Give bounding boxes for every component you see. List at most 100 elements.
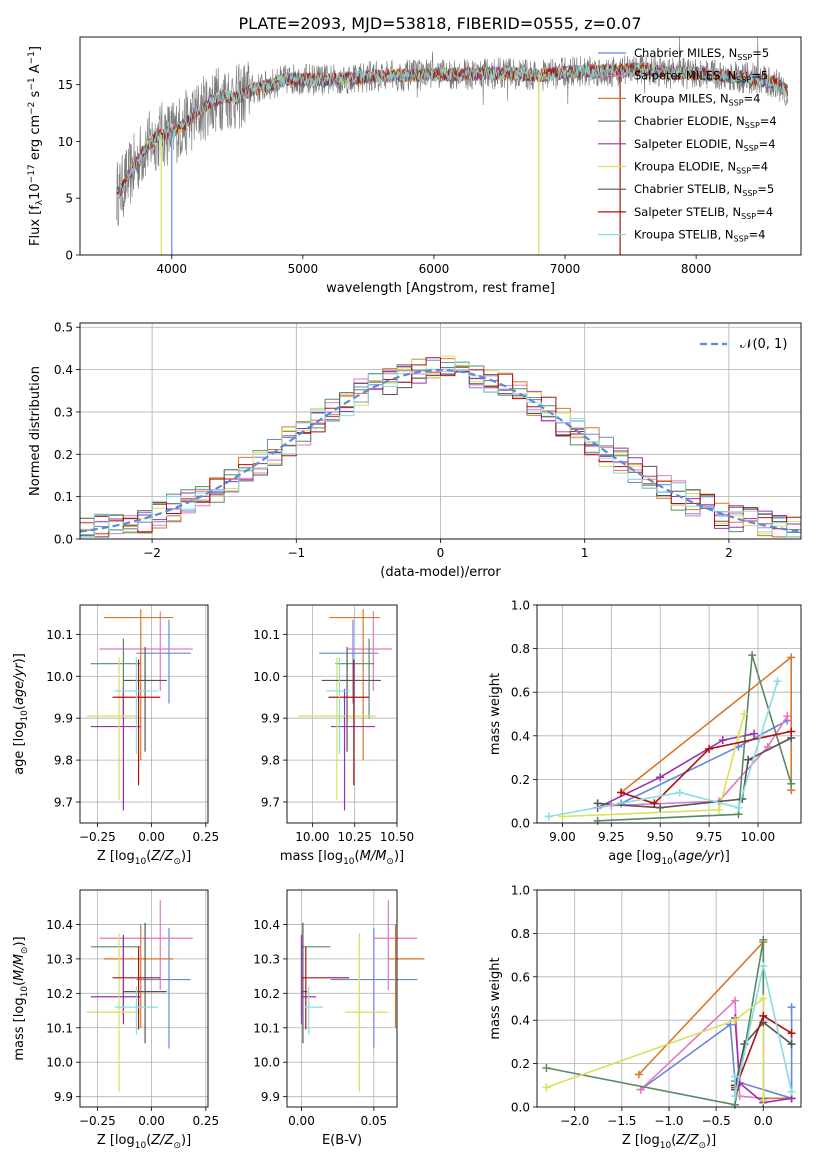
legend-entry: 𝒩(0, 1) <box>740 337 787 352</box>
data-point <box>787 1040 796 1049</box>
spectrum-series <box>116 37 789 255</box>
y-tick-label: 0.2 <box>54 448 73 462</box>
x-tick-label: −0.25 <box>79 830 116 844</box>
y-tick-label: 10.1 <box>253 1021 280 1035</box>
age-vs-mass-axes <box>287 605 398 823</box>
y-tick-label: 10.1 <box>253 628 280 642</box>
series-line-8 <box>548 681 779 818</box>
data-point <box>731 1092 739 1101</box>
x-tick-label: 10.25 <box>338 830 372 844</box>
x-tick-label: −2 <box>143 546 161 560</box>
x-tick-label: 7000 <box>550 262 581 276</box>
legend-entry: Salpeter ELODIE, NSSP=4 <box>634 137 776 153</box>
data-spectrum-line <box>116 37 788 226</box>
x-tick-label: −0.25 <box>79 1114 116 1128</box>
data-point <box>750 729 759 738</box>
legend-entry: Kroupa ELODIE, NSSP=4 <box>634 160 768 176</box>
residuals-y-axis-label: Normed distribution <box>28 366 43 496</box>
x-tick-label: 1 <box>581 546 589 560</box>
series-line-6 <box>734 1021 793 1088</box>
y-tick-label: 10.3 <box>253 952 280 966</box>
series-line-1 <box>611 715 788 807</box>
data-point <box>740 710 749 718</box>
y-tick-label: 0.0 <box>54 533 73 547</box>
x-tick-label: 0.0 <box>754 1114 773 1128</box>
data-point <box>731 1100 739 1109</box>
residuals-frame <box>79 322 802 540</box>
x-tick-label: −2.0 <box>560 1114 589 1128</box>
x-tick-label: 6000 <box>419 262 450 276</box>
spectrum-ticks: 4000 5000 6000 7000 8000 0 5 10 15 <box>58 78 712 276</box>
x-tick-label: 10.00 <box>741 830 775 844</box>
y-tick-label: 0.4 <box>511 729 530 743</box>
age-vs-z-x-axis-label: Z [log10(Z/Z⊙)] <box>97 849 191 867</box>
age-vs-mass-ticks: 10.00 10.25 10.50 9.7 9.8 9.9 10.0 10.1 <box>253 628 414 844</box>
y-tick-label: 5 <box>65 192 73 206</box>
residuals-x-axis-label: (data-model)/error <box>380 565 501 580</box>
data-point <box>787 1029 796 1038</box>
mass-vs-z-axes <box>80 890 208 1107</box>
data-point <box>544 812 553 821</box>
y-tick-label: 10.4 <box>253 918 280 932</box>
data-point <box>714 805 723 814</box>
data-point <box>759 1011 768 1020</box>
data-point <box>787 1087 796 1096</box>
mass-weight-vs-age-series <box>544 651 796 825</box>
series-line-7 <box>620 730 792 805</box>
data-point <box>773 677 782 686</box>
data-point <box>542 1063 551 1072</box>
mass-weight-vs-age-y-axis-label: mass weight <box>488 673 503 755</box>
legend-entry: Chabrier MILES, NSSP=5 <box>634 46 769 62</box>
mass-vs-ebv-ticks: 0.00 0.05 9.9 10.0 10.1 10.2 10.3 10.4 <box>253 918 387 1128</box>
mass-vs-z-errorbars <box>86 900 193 1092</box>
data-point <box>718 736 727 745</box>
mass-weight-vs-age-frame <box>536 604 802 824</box>
y-tick-label: 9.8 <box>261 754 280 768</box>
x-tick-label: 0.00 <box>138 1114 165 1128</box>
mass-weight-vs-z-frame <box>536 889 802 1108</box>
data-point <box>542 1083 551 1092</box>
y-tick-label: 0.2 <box>511 1057 530 1071</box>
legend-entry: Chabrier ELODIE, NSSP=4 <box>634 114 777 130</box>
y-tick-label: 1.0 <box>511 884 530 898</box>
y-tick-label: 10.0 <box>46 1056 73 1070</box>
mass-weight-vs-z-y-axis-label: mass weight <box>488 957 503 1039</box>
y-tick-label: 10.1 <box>46 628 73 642</box>
normal-curve <box>79 368 802 533</box>
mass-vs-z-y-axis-label: mass [log10(M/M⊙)] <box>12 936 30 1060</box>
mass-weight-vs-age-axes <box>537 604 801 824</box>
y-tick-label: 0.6 <box>511 686 530 700</box>
y-tick-label: 9.9 <box>261 1090 280 1104</box>
data-point <box>634 1070 643 1079</box>
spectrum-y-axis-label: Flux [fλ10−17 erg cm−2 s−1 A−1] <box>27 46 45 246</box>
data-point <box>787 727 796 736</box>
data-point <box>656 803 665 812</box>
y-tick-label: 9.9 <box>261 712 280 726</box>
data-point <box>617 788 626 797</box>
data-point <box>787 653 796 662</box>
data-point <box>744 755 753 764</box>
x-tick-label: 9.00 <box>549 830 576 844</box>
x-tick-label: 9.75 <box>696 830 723 844</box>
mass-vs-ebv-errorbars <box>300 900 425 1092</box>
legend-entry: Salpeter MILES, NSSP=5 <box>634 69 768 85</box>
y-tick-label: 9.8 <box>54 754 73 768</box>
data-point <box>705 744 714 753</box>
residuals-ticks: −2 −1 0 1 2 0.0 0.1 0.2 0.3 0.4 0.5 <box>54 321 733 560</box>
mass-vs-ebv-x-axis-label: E(B-V) <box>322 1133 362 1148</box>
y-tick-label: 0.3 <box>54 405 73 419</box>
y-tick-label: 1.0 <box>511 599 530 613</box>
y-tick-label: 0.4 <box>511 1014 530 1028</box>
x-tick-label: 2 <box>725 546 733 560</box>
mass-vs-z-x-axis-label: Z [log10(Z/Z⊙)] <box>97 1133 191 1151</box>
x-tick-label: 9.25 <box>598 830 625 844</box>
x-tick-label: 5000 <box>288 262 319 276</box>
mass-weight-vs-z-series <box>542 935 796 1109</box>
series-line-6 <box>597 737 792 809</box>
model-line-8 <box>116 62 788 200</box>
age-vs-z-y-axis-label: age [log10(age/yr)] <box>12 653 30 775</box>
data-point <box>593 816 602 825</box>
y-tick-label: 0.8 <box>511 642 530 656</box>
data-point <box>759 961 768 970</box>
